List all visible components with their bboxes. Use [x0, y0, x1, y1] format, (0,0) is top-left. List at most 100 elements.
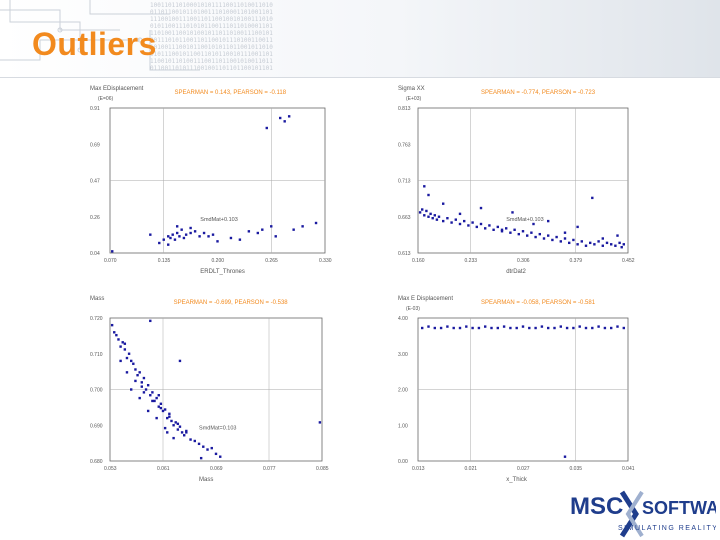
x-tick-label: 0.379 [570, 258, 583, 264]
data-point [318, 421, 322, 424]
data-point [439, 326, 443, 330]
data-point [138, 371, 141, 374]
data-point [496, 225, 499, 229]
data-point [151, 391, 154, 394]
y-tick-label: 0.763 [398, 142, 411, 148]
data-point [189, 226, 192, 230]
data-point [563, 237, 567, 240]
y-axis-unit: (E=06) [98, 96, 113, 102]
data-point [127, 352, 131, 355]
data-point [155, 396, 158, 400]
y-tick-label: 0.47 [90, 179, 100, 185]
data-point [172, 424, 175, 427]
y-tick-label: 0.813 [398, 106, 411, 112]
data-point [423, 185, 426, 188]
data-point [134, 368, 137, 371]
data-point [534, 326, 537, 330]
data-point [458, 326, 462, 330]
data-point [425, 209, 428, 213]
y-tick-label: 0.663 [398, 215, 411, 221]
data-point [513, 228, 516, 231]
x-tick-label: 0.021 [465, 466, 478, 472]
data-point [189, 231, 192, 235]
data-point [292, 228, 295, 231]
data-point [247, 230, 251, 233]
data-point [161, 409, 165, 413]
data-point [175, 231, 179, 235]
data-point [458, 212, 462, 216]
header-divider [0, 77, 720, 78]
data-point [584, 326, 588, 330]
data-point [183, 434, 186, 437]
data-point [185, 429, 188, 433]
data-point [589, 241, 592, 245]
data-point [166, 416, 169, 420]
data-point [176, 428, 180, 431]
y-tick-label: 0.680 [90, 459, 103, 465]
x-axis-label: Mass [199, 477, 213, 483]
x-tick-label: 0.330 [319, 258, 332, 264]
x-tick-label: 0.452 [622, 258, 635, 264]
data-point [597, 240, 600, 243]
data-point [563, 231, 567, 234]
data-point [496, 326, 499, 330]
chart-2 [417, 107, 629, 254]
data-point [433, 214, 436, 217]
data-point [162, 238, 165, 241]
chart-3 [109, 317, 323, 462]
x-tick-label: 0.035 [570, 466, 583, 472]
data-point [174, 421, 177, 424]
data-point [180, 431, 184, 434]
x-axis-label: ERDLT_Thrones [200, 269, 245, 275]
y-tick-label: 4.00 [398, 316, 408, 322]
data-point [427, 215, 430, 218]
data-point [117, 338, 120, 341]
data-point [214, 452, 218, 456]
data-point [421, 326, 424, 330]
data-point [618, 241, 621, 245]
data-point [517, 232, 520, 236]
data-point [603, 326, 607, 330]
data-point [261, 228, 264, 231]
y-tick-label: 0.613 [398, 251, 411, 257]
y-axis-label: Sigma XX [398, 86, 425, 92]
data-point [559, 325, 562, 328]
data-point [463, 219, 466, 223]
data-point [175, 225, 179, 228]
data-point [622, 326, 625, 330]
data-point [421, 208, 424, 211]
data-point [584, 244, 588, 247]
data-point [620, 246, 623, 249]
data-point [178, 425, 182, 428]
x-tick-label: 0.070 [104, 258, 117, 264]
data-point [287, 115, 291, 118]
y-tick-label: 0.710 [90, 352, 103, 358]
x-tick-label: 0.160 [412, 258, 425, 264]
data-point [500, 228, 504, 231]
data-point [132, 362, 135, 365]
trend-label: SmdMat+0.103 [200, 217, 237, 223]
data-point [429, 212, 432, 216]
data-point [423, 214, 426, 217]
x-tick-label: 0.077 [263, 466, 276, 472]
data-point [605, 241, 609, 245]
data-point [559, 240, 562, 243]
data-point [121, 341, 124, 344]
data-point [446, 325, 449, 328]
data-point [113, 331, 116, 334]
data-point [572, 326, 575, 330]
data-point [427, 325, 430, 328]
data-point [610, 326, 613, 330]
data-point [110, 323, 114, 327]
data-point [471, 326, 474, 330]
data-point [593, 243, 596, 246]
data-point [509, 326, 512, 330]
y-tick-label: 0.91 [90, 106, 100, 112]
data-point [442, 219, 445, 223]
data-point [167, 235, 170, 238]
data-point [206, 448, 209, 451]
x-tick-label: 0.061 [157, 466, 170, 472]
data-point [256, 231, 260, 235]
data-point [435, 218, 439, 221]
data-point [197, 442, 201, 446]
